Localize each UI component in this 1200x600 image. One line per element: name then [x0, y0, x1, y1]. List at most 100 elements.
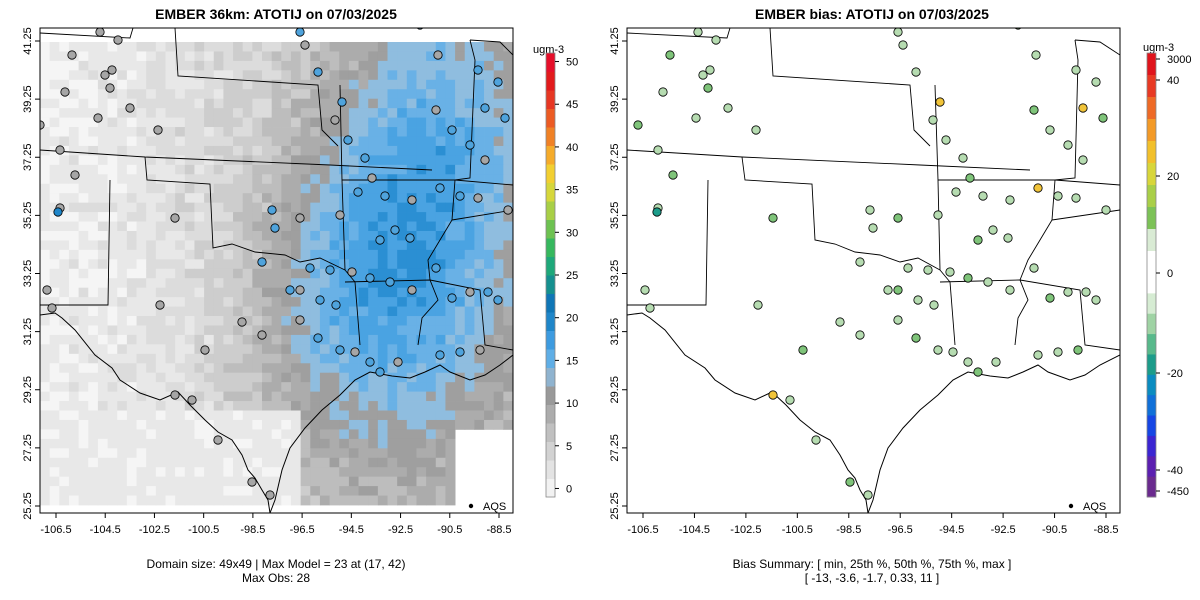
model-grid-cell: [406, 382, 417, 393]
model-grid-cell: [88, 221, 99, 232]
model-grid-cell: [262, 476, 273, 487]
model-grid-cell: [59, 268, 70, 279]
bias-site-marker: [753, 300, 763, 310]
model-grid-cell: [252, 51, 263, 62]
model-site-marker: [265, 490, 275, 500]
model-grid-cell: [213, 212, 224, 222]
model-grid-cell: [223, 316, 234, 326]
model-grid-cell: [49, 287, 60, 298]
model-grid-cell: [252, 145, 263, 156]
model-grid-cell: [445, 325, 456, 336]
model-grid-cell: [262, 419, 273, 430]
model-grid-cell: [464, 410, 475, 421]
model-grid-cell: [387, 117, 398, 128]
model-lon-label: -106.5: [40, 524, 71, 536]
model-grid-cell: [88, 127, 99, 137]
model-grid-cell: [503, 297, 513, 307]
model-grid-cell: [117, 249, 128, 260]
model-grid-cell: [117, 42, 128, 52]
model-grid-cell: [213, 410, 224, 421]
model-grid-cell: [445, 230, 456, 241]
model-grid-cell: [165, 457, 176, 468]
model-grid-cell: [107, 297, 118, 307]
model-grid-cell: [271, 495, 282, 506]
model-grid-cell: [223, 306, 234, 317]
bias-site-marker: [933, 210, 943, 220]
model-grid-cell: [233, 353, 244, 364]
model-grid-cell: [49, 127, 60, 137]
model-grid-cell: [281, 202, 292, 213]
model-grid-cell: [445, 174, 456, 185]
model-grid-cell: [49, 382, 60, 393]
model-grid-cell: [339, 145, 350, 156]
model-grid-cell: [416, 438, 427, 449]
model-grid-cell: [319, 70, 330, 81]
model-grid-cell: [49, 438, 60, 449]
model-grid-cell: [445, 486, 456, 496]
model-grid-cell: [271, 297, 282, 307]
model-grid-cell: [377, 457, 388, 468]
model-site-marker: [483, 287, 493, 297]
model-grid-cell: [194, 316, 205, 326]
model-grid-cell: [223, 42, 234, 52]
model-grid-cell: [310, 325, 321, 336]
model-grid-cell: [406, 136, 417, 147]
model-grid-cell: [175, 495, 186, 506]
model-grid-cell: [368, 145, 379, 156]
model-grid-cell: [223, 372, 234, 383]
model-grid-cell: [348, 448, 359, 459]
model-grid-cell: [464, 42, 475, 52]
model-grid-cell: [271, 476, 282, 487]
bias-site-marker: [640, 285, 650, 295]
model-grid-cell: [126, 108, 137, 118]
model-grid-cell: [377, 495, 388, 506]
model-grid-cell: [339, 259, 350, 270]
model-grid-cell: [165, 193, 176, 204]
model-grid-cell: [503, 287, 513, 298]
model-grid-cell: [204, 51, 215, 62]
model-grid-cell: [88, 249, 99, 260]
model-grid-cell: [329, 429, 340, 440]
model-grid-cell: [78, 391, 89, 402]
model-grid-cell: [503, 363, 513, 374]
model-grid-cell: [146, 51, 157, 62]
model-grid-cell: [155, 334, 166, 345]
model-grid-cell: [377, 164, 388, 175]
model-grid-cell: [493, 382, 504, 393]
model-grid-cell: [68, 108, 80, 118]
model-grid-cell: [310, 448, 321, 459]
model-grid-cell: [252, 429, 263, 440]
model-grid-cell: [358, 202, 369, 213]
model-grid-cell: [339, 429, 350, 440]
model-grid-cell: [204, 183, 215, 194]
model-grid-cell: [290, 221, 302, 232]
bias-lat-label: 41.25: [609, 27, 621, 55]
model-grid-cell: [59, 70, 70, 81]
bias-site-marker: [653, 145, 663, 155]
model-grid-cell: [416, 429, 427, 440]
model-grid-cell: [59, 306, 70, 317]
model-grid-cell: [126, 127, 137, 137]
model-grid-cell: [290, 372, 302, 383]
model-grid-cell: [262, 174, 273, 185]
model-grid-cell: [310, 410, 321, 421]
model-grid-cell: [300, 457, 311, 468]
model-grid-cell: [416, 155, 427, 166]
model-grid-cell: [175, 183, 186, 194]
model-grid-cell: [68, 391, 80, 402]
model-grid-cell: [348, 410, 359, 421]
model-grid-cell: [281, 117, 292, 128]
model-grid-cell: [348, 297, 359, 307]
model-grid-cell: [281, 183, 292, 194]
model-grid-cell: [117, 363, 128, 374]
model-grid-cell: [136, 98, 147, 109]
model-grid-cell: [126, 60, 137, 71]
model-grid-cell: [435, 89, 446, 100]
model-grid-cell: [204, 495, 215, 506]
model-grid-cell: [416, 98, 427, 109]
model-grid-cell: [59, 155, 70, 166]
model-grid-cell: [310, 145, 321, 156]
model-grid-cell: [416, 202, 427, 213]
model-grid-cell: [368, 306, 379, 317]
bias-site-marker: [868, 223, 878, 233]
